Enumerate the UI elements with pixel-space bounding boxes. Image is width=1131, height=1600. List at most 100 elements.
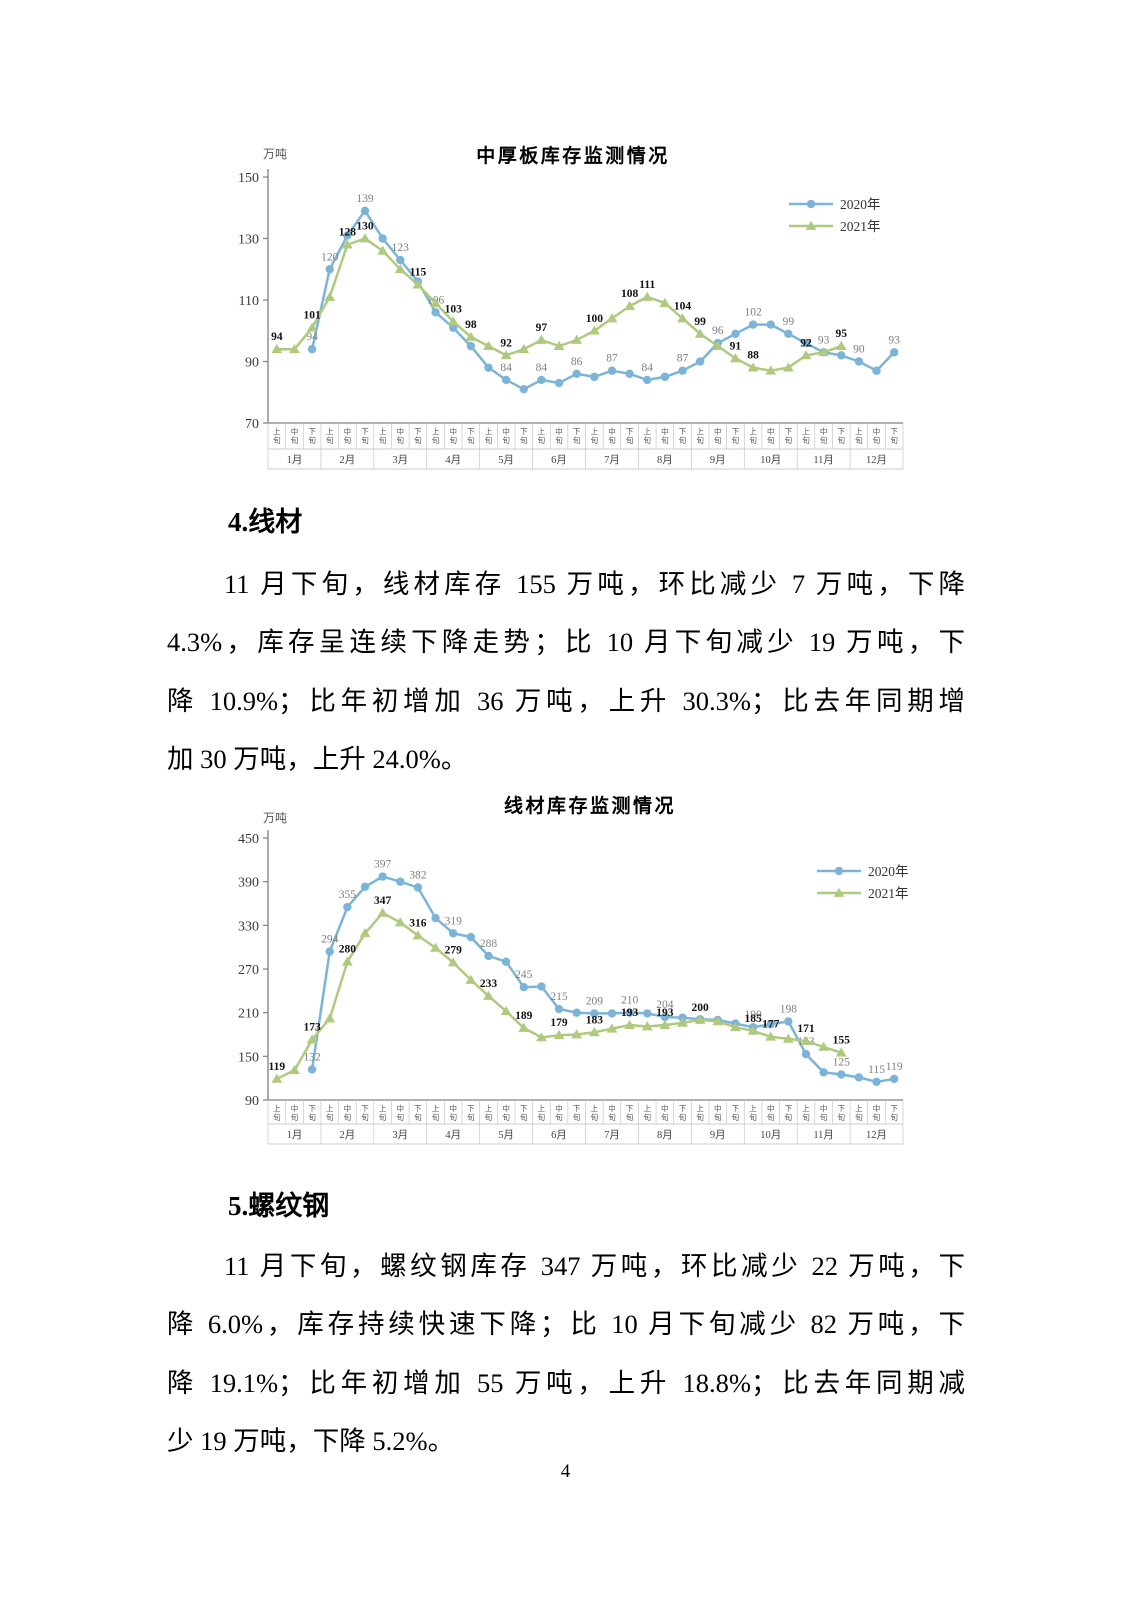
svg-text:旬: 旬 (838, 1112, 846, 1122)
svg-text:旬: 旬 (749, 435, 757, 445)
svg-text:86: 86 (571, 356, 583, 368)
paragraph-line: 4.3%，库存呈连续下降走势；比 10 月下旬减少 19 万吨，下 (167, 627, 965, 657)
svg-text:210: 210 (238, 1007, 259, 1022)
svg-text:上: 上 (643, 1104, 651, 1113)
svg-text:130: 130 (356, 221, 374, 233)
svg-text:215: 215 (550, 991, 568, 1003)
svg-text:中: 中 (661, 426, 669, 436)
svg-text:102: 102 (744, 307, 762, 319)
legend: 2020年 2021年 (817, 864, 909, 901)
svg-text:旬: 旬 (714, 435, 722, 445)
svg-text:旬: 旬 (820, 1112, 828, 1122)
svg-text:99: 99 (694, 316, 706, 328)
svg-text:上: 上 (432, 427, 440, 436)
svg-text:96: 96 (712, 325, 724, 337)
svg-text:中: 中 (873, 1103, 881, 1113)
svg-text:上: 上 (273, 1104, 281, 1113)
svg-text:中: 中 (714, 1103, 722, 1113)
svg-text:上: 上 (696, 1104, 704, 1113)
svg-text:旬: 旬 (555, 435, 563, 445)
svg-text:旬: 旬 (696, 1112, 704, 1122)
svg-text:245: 245 (515, 969, 533, 981)
svg-text:上: 上 (802, 1104, 810, 1113)
svg-text:中: 中 (344, 426, 352, 436)
svg-text:中: 中 (661, 1103, 669, 1113)
svg-text:270: 270 (238, 963, 259, 978)
svg-text:旬: 旬 (414, 435, 422, 445)
svg-text:97: 97 (536, 322, 548, 334)
svg-text:旬: 旬 (838, 435, 846, 445)
series-2020年: 941201391231068484868784879610299939093 (306, 193, 900, 394)
svg-text:旬: 旬 (449, 1112, 457, 1122)
svg-text:下: 下 (520, 427, 528, 436)
svg-text:旬: 旬 (273, 435, 281, 445)
svg-text:旬: 旬 (467, 1112, 475, 1122)
svg-text:上: 上 (432, 1104, 440, 1113)
svg-text:11月: 11月 (813, 1129, 834, 1141)
svg-text:旬: 旬 (308, 1112, 316, 1122)
svg-text:上: 上 (749, 1104, 757, 1113)
svg-text:上: 上 (643, 427, 651, 436)
svg-text:11月: 11月 (813, 454, 834, 466)
svg-text:旬: 旬 (661, 1112, 669, 1122)
svg-text:99: 99 (783, 316, 795, 328)
svg-text:旬: 旬 (502, 435, 510, 445)
svg-text:旬: 旬 (591, 1112, 599, 1122)
svg-text:1月: 1月 (287, 454, 303, 466)
legend-label: 2021年 (840, 219, 881, 234)
svg-text:旬: 旬 (555, 1112, 563, 1122)
svg-text:旬: 旬 (361, 1112, 369, 1122)
svg-text:150: 150 (238, 171, 259, 186)
svg-text:189: 189 (515, 1010, 533, 1022)
svg-text:4月: 4月 (445, 454, 461, 466)
svg-text:8月: 8月 (657, 1129, 673, 1141)
svg-text:84: 84 (500, 362, 512, 374)
svg-text:210: 210 (621, 995, 639, 1007)
svg-text:旬: 旬 (749, 1112, 757, 1122)
svg-text:90: 90 (853, 344, 865, 356)
svg-text:旬: 旬 (573, 435, 581, 445)
svg-text:316: 316 (409, 918, 427, 930)
svg-text:旬: 旬 (502, 1112, 510, 1122)
svg-text:下: 下 (414, 427, 422, 436)
svg-text:上: 上 (485, 1104, 493, 1113)
x-axis-table: 上旬中旬下旬1月上旬中旬下旬2月上旬中旬下旬3月上旬中旬下旬4月上旬中旬下旬5月… (267, 1099, 904, 1145)
svg-text:120: 120 (321, 251, 339, 263)
svg-text:9月: 9月 (710, 454, 726, 466)
svg-text:3月: 3月 (392, 1129, 408, 1141)
svg-text:下: 下 (679, 427, 687, 436)
svg-text:288: 288 (480, 938, 498, 950)
svg-text:旬: 旬 (308, 435, 316, 445)
svg-text:119: 119 (269, 1061, 286, 1073)
svg-text:上: 上 (696, 427, 704, 436)
svg-text:200: 200 (692, 1002, 710, 1014)
svg-text:6月: 6月 (551, 454, 567, 466)
chart-title: 中厚板库存监测情况 (476, 144, 670, 167)
svg-text:旬: 旬 (608, 1112, 616, 1122)
svg-text:下: 下 (785, 1104, 793, 1113)
svg-text:下: 下 (467, 1104, 475, 1113)
svg-text:上: 上 (855, 427, 863, 436)
svg-text:下: 下 (785, 427, 793, 436)
svg-text:5月: 5月 (498, 1129, 514, 1141)
svg-text:10月: 10月 (760, 454, 781, 466)
svg-text:旬: 旬 (344, 1112, 352, 1122)
legend-label: 2021年 (868, 886, 909, 901)
svg-text:193: 193 (656, 1007, 674, 1019)
svg-text:下: 下 (626, 1104, 634, 1113)
paragraph-line: 降 6.0%，库存持续快速下降；比 10 月下旬减少 82 万吨，下 (167, 1309, 965, 1339)
paragraph-line: 11 月下旬，线材库存 155 万吨，环比减少 7 万吨，下降 (224, 569, 965, 599)
svg-text:中: 中 (502, 426, 510, 436)
svg-text:119: 119 (886, 1061, 903, 1073)
svg-text:101: 101 (303, 310, 321, 322)
legend: 2020年 2021年 (789, 197, 881, 234)
svg-text:旬: 旬 (538, 435, 546, 445)
svg-text:90: 90 (245, 1094, 259, 1109)
chart-title: 线材库存监测情况 (504, 794, 676, 817)
x-axis-table: 上旬中旬下旬1月上旬中旬下旬2月上旬中旬下旬3月上旬中旬下旬4月上旬中旬下旬5月… (267, 422, 904, 470)
svg-text:155: 155 (833, 1035, 851, 1047)
svg-text:中: 中 (291, 1103, 299, 1113)
svg-text:旬: 旬 (608, 435, 616, 445)
